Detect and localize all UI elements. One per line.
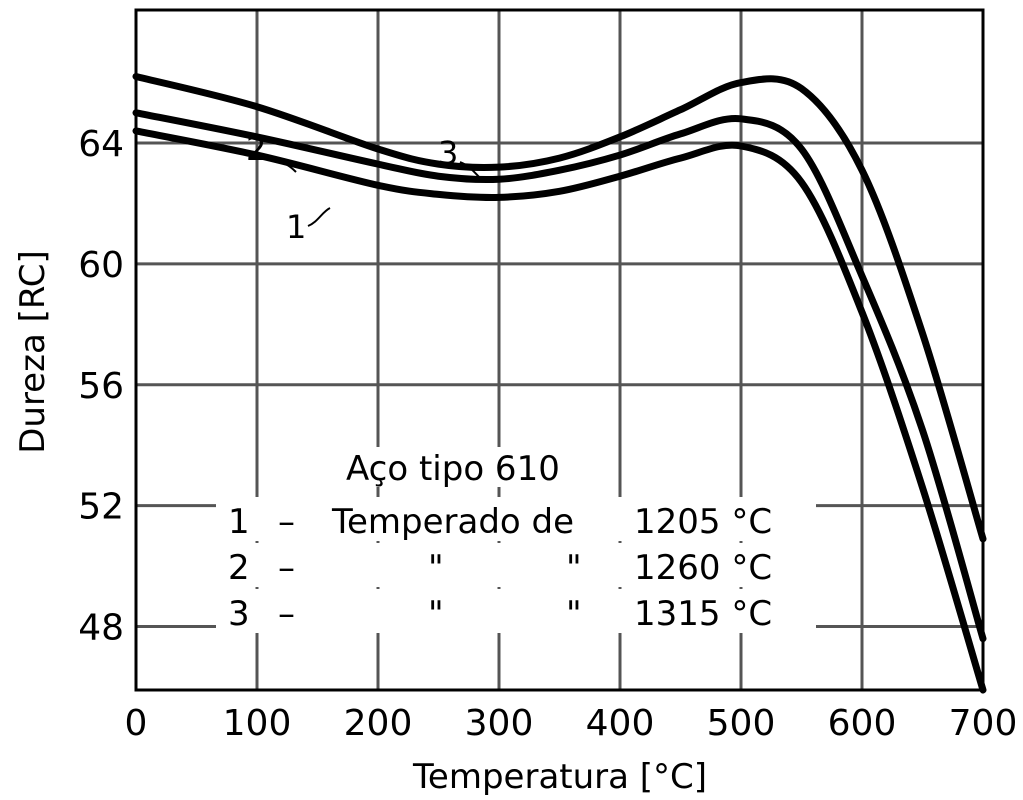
series-line-3 xyxy=(132,72,987,543)
legend-entry-1-text: Temperado de xyxy=(331,502,574,542)
legend-entry-2-dash: – xyxy=(278,548,295,588)
legend-background-row1 xyxy=(216,497,816,541)
y-tick-label-52: 52 xyxy=(78,487,124,528)
legend-background-row2 xyxy=(216,543,816,587)
curve-label-1-leader xyxy=(307,207,331,227)
y-tick-label-64: 64 xyxy=(78,124,124,165)
x-tick-label-100: 100 xyxy=(223,703,292,744)
plot-frame xyxy=(134,8,985,692)
legend-entry-1-number: 1 xyxy=(228,502,250,542)
legend-title: Aço tipo 610 xyxy=(346,449,560,489)
series-line-1 xyxy=(132,127,987,694)
y-tick-labels: 48 52 56 60 64 xyxy=(78,124,124,649)
legend-entry-2-number: 2 xyxy=(228,548,250,588)
x-tick-labels: 0 100 200 300 400 500 600 700 xyxy=(125,703,1018,744)
curve-label-3-leader xyxy=(459,161,481,179)
curve-label-1: 1 xyxy=(286,207,331,246)
x-axis-label: Temperatura [°C] xyxy=(412,757,707,797)
legend-entry-3-number: 3 xyxy=(228,594,250,634)
curve-label-2: 2 xyxy=(246,130,297,173)
x-tick-label-200: 200 xyxy=(344,703,413,744)
x-tick-label-400: 400 xyxy=(586,703,655,744)
y-tick-label-56: 56 xyxy=(78,366,124,407)
curve-label-2-text: 2 xyxy=(246,130,266,168)
y-tick-label-60: 60 xyxy=(78,245,124,286)
x-tick-label-500: 500 xyxy=(707,703,776,744)
x-tick-label-600: 600 xyxy=(828,703,897,744)
legend-entry-2-ditto-2: " xyxy=(566,548,582,588)
legend: Aço tipo 610 1 – Temperado de 1205 °C 2 … xyxy=(216,447,816,634)
y-axis-label: Dureza [RC] xyxy=(13,250,53,454)
legend-entry-2-ditto-1: " xyxy=(428,548,444,588)
series-lines xyxy=(132,72,987,694)
legend-entry-1-temp: 1205 °C xyxy=(634,502,772,542)
legend-entry-1-dash: – xyxy=(278,502,295,542)
curve-label-1-text: 1 xyxy=(286,208,306,246)
x-tick-label-700: 700 xyxy=(949,703,1018,744)
legend-entry-3-dash: – xyxy=(278,594,295,634)
legend-background-title xyxy=(336,447,612,487)
x-tick-label-300: 300 xyxy=(465,703,534,744)
x-tick-label-0: 0 xyxy=(125,703,148,744)
curve-label-3: 3 xyxy=(438,134,481,179)
legend-entry-3-ditto-1: " xyxy=(428,594,444,634)
series-line-2 xyxy=(132,109,987,643)
legend-entry-3-temp: 1315 °C xyxy=(634,594,772,634)
y-tick-label-48: 48 xyxy=(78,608,124,649)
curve-label-3-text: 3 xyxy=(438,134,458,172)
legend-entry-3-ditto-2: " xyxy=(566,594,582,634)
legend-background-row3 xyxy=(216,589,816,633)
legend-entry-2-temp: 1260 °C xyxy=(634,548,772,588)
curve-label-2-leader xyxy=(267,159,297,173)
